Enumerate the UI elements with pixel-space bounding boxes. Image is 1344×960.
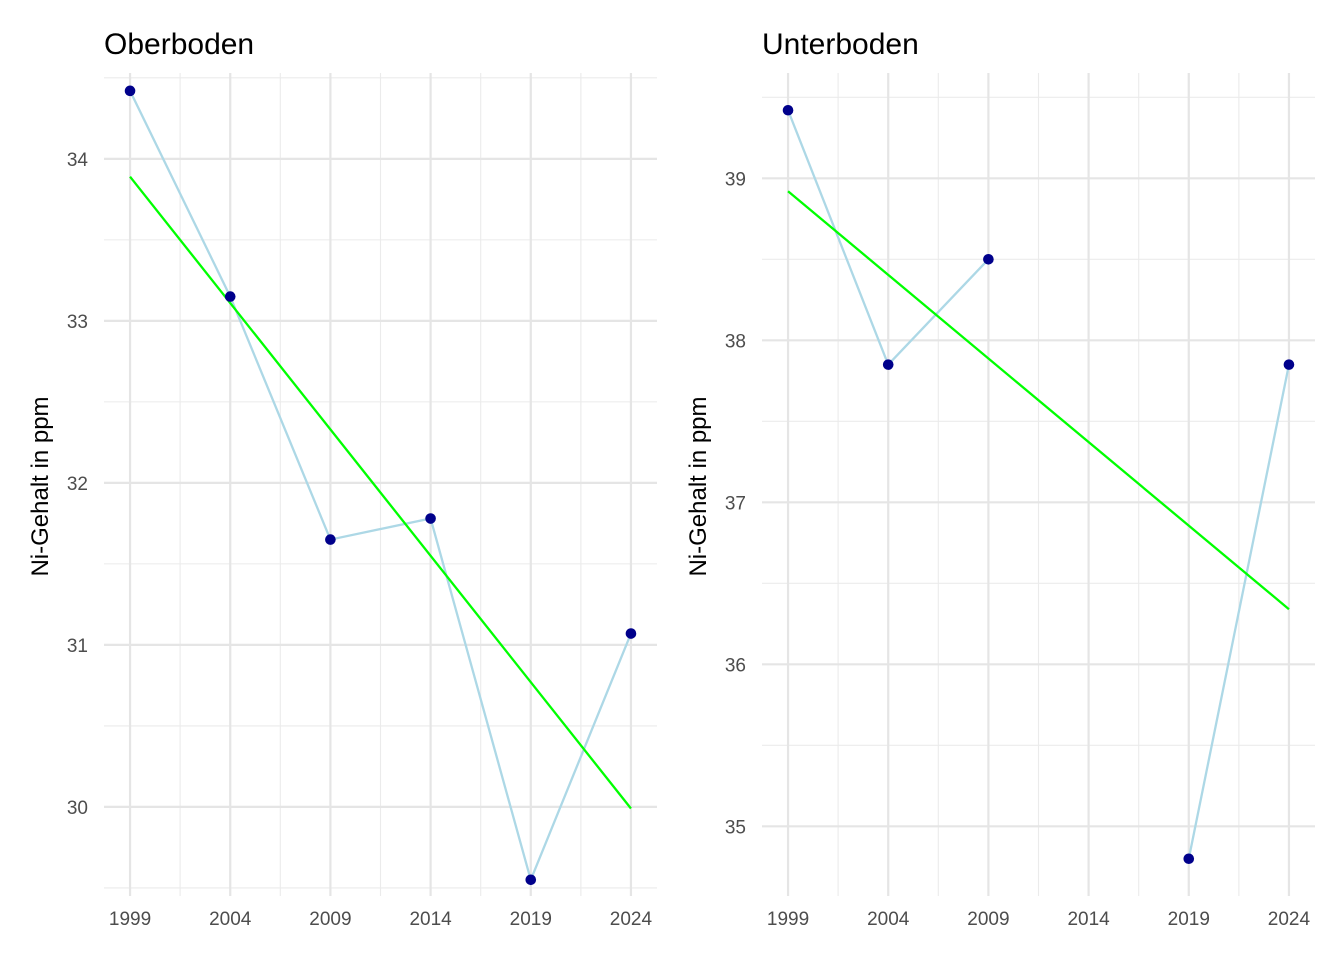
x-tick-label: 2004: [867, 909, 910, 930]
y-axis-label: Ni-Gehalt in ppm: [685, 396, 712, 576]
panel-title: Unterboden: [762, 28, 919, 61]
panel-oberboden: 1999 2004 2009 2014 2019 2024 30 31 32 33 34 Oberbo…: [27, 28, 657, 930]
data-point: [1183, 853, 1195, 865]
panel-title: Oberboden: [104, 28, 254, 61]
y-tick-label: 30: [67, 798, 88, 819]
data-point: [782, 104, 794, 116]
x-tick-label: 2009: [309, 909, 351, 930]
y-tick-label: 31: [67, 636, 88, 657]
x-tick-label: 2009: [967, 909, 1009, 930]
data-point: [525, 874, 537, 886]
data-point: [325, 534, 336, 545]
trend-line: [129, 175, 632, 810]
data-point: [625, 628, 637, 639]
x-tick-label: 1999: [767, 909, 809, 930]
data-point: [1283, 359, 1295, 370]
data-point: [224, 291, 236, 302]
y-tick-label: 36: [725, 655, 746, 676]
y-tick-label: 37: [725, 493, 746, 514]
grid: [762, 73, 1315, 896]
series-line: [129, 90, 633, 884]
data-point: [882, 359, 894, 370]
y-tick-label: 34: [67, 150, 89, 171]
y-axis-label: Ni-Gehalt in ppm: [27, 396, 54, 576]
x-tick-label: 2014: [1067, 909, 1110, 930]
series-line: [1187, 364, 1291, 859]
panel-unterboden: 1999 2004 2009 2014 2019 2024 35 36 37 38 39 Unterb…: [685, 28, 1315, 930]
data-point: [425, 513, 436, 524]
y-tick-label: 35: [725, 817, 746, 838]
data-point: [124, 85, 136, 97]
x-tick-label: 2024: [1268, 909, 1311, 930]
x-tick-label: 2019: [1168, 909, 1210, 930]
y-tick-label: 39: [725, 169, 746, 190]
y-tick-label: 33: [67, 312, 88, 333]
x-tick-label: 2014: [409, 909, 452, 930]
x-tick-label: 1999: [109, 909, 151, 930]
y-tick-label: 32: [67, 474, 88, 495]
x-tick-label: 2024: [610, 909, 653, 930]
data-point: [983, 254, 994, 265]
y-tick-label: 38: [725, 331, 746, 352]
x-tick-label: 2004: [209, 909, 252, 930]
grid: [104, 73, 657, 896]
x-tick-label: 2019: [510, 909, 552, 930]
trend-line: [787, 190, 1290, 611]
